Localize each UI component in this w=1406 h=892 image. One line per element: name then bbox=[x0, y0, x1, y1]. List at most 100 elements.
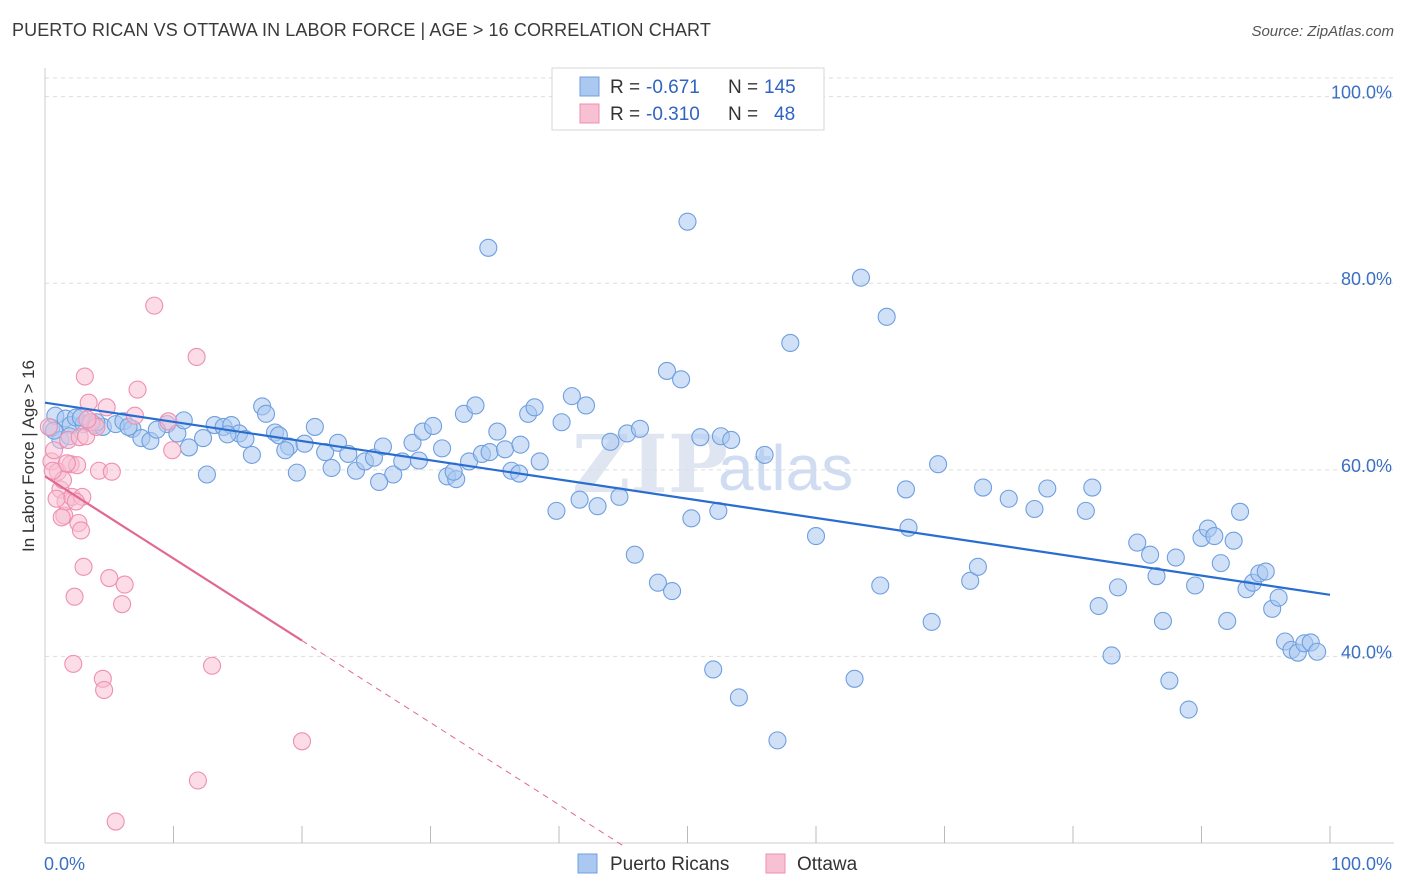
data-point-puerto-ricans bbox=[530, 452, 549, 471]
data-point-ottawa bbox=[163, 441, 182, 460]
data-point-puerto-ricans bbox=[678, 212, 697, 231]
data-point-ottawa bbox=[75, 367, 94, 386]
data-point-puerto-ricans bbox=[851, 268, 871, 287]
bottom-legend-puerto-ricans: Puerto Ricans bbox=[610, 854, 729, 875]
data-point-ottawa bbox=[106, 812, 125, 831]
data-point-puerto-ricans bbox=[999, 489, 1018, 508]
data-point-puerto-ricans bbox=[806, 527, 826, 546]
data-point-ottawa bbox=[145, 296, 164, 315]
data-point-puerto-ricans bbox=[562, 387, 581, 406]
data-point-puerto-ricans bbox=[691, 428, 710, 447]
data-point-puerto-ricans bbox=[1141, 545, 1160, 564]
data-point-puerto-ricans bbox=[968, 557, 987, 576]
data-point-puerto-ricans bbox=[1076, 501, 1095, 520]
data-point-puerto-ricans bbox=[525, 398, 544, 417]
data-point-puerto-ricans bbox=[1308, 642, 1327, 661]
data-point-ottawa bbox=[43, 461, 62, 480]
data-point-puerto-ricans bbox=[729, 688, 748, 707]
legend-n-label-1: N = bbox=[728, 77, 758, 98]
data-point-puerto-ricans bbox=[1153, 611, 1172, 631]
data-point-ottawa bbox=[74, 557, 93, 576]
data-point-puerto-ricans bbox=[1025, 499, 1044, 519]
data-point-puerto-ricans bbox=[194, 429, 213, 448]
data-point-puerto-ricans bbox=[1231, 502, 1250, 521]
legend-r-label-2: R = bbox=[610, 104, 640, 125]
y-tick-label: 100.0% bbox=[1331, 83, 1392, 103]
trend-line-puerto-ricans bbox=[44, 401, 1331, 596]
data-point-puerto-ricans bbox=[547, 501, 566, 520]
data-point-puerto-ricans bbox=[1205, 527, 1224, 546]
data-point-puerto-ricans bbox=[588, 497, 607, 516]
data-point-puerto-ricans bbox=[1089, 596, 1108, 616]
legend-swatch-blue bbox=[579, 76, 600, 97]
data-point-puerto-ricans bbox=[479, 238, 498, 257]
data-point-puerto-ricans bbox=[755, 445, 774, 464]
data-point-ottawa bbox=[203, 656, 222, 675]
data-point-puerto-ricans bbox=[877, 307, 896, 326]
y-tick-label: 60.0% bbox=[1341, 456, 1392, 476]
data-point-puerto-ricans bbox=[373, 437, 393, 456]
data-point-puerto-ricans bbox=[1218, 611, 1237, 631]
legend: R = -0.671 N = 145 R = -0.310 N = 48 bbox=[551, 67, 825, 131]
data-point-puerto-ricans bbox=[1083, 478, 1102, 497]
data-point-ottawa bbox=[292, 732, 312, 751]
legend-n-value-1: 145 bbox=[764, 77, 796, 98]
trend-line-ottawa bbox=[44, 475, 303, 642]
data-point-puerto-ricans bbox=[1038, 479, 1057, 498]
trend-lines bbox=[44, 401, 1331, 847]
data-point-ottawa bbox=[57, 454, 76, 473]
data-point-ottawa bbox=[187, 347, 206, 366]
data-point-ottawa bbox=[39, 417, 58, 436]
data-point-puerto-ricans bbox=[929, 455, 948, 474]
data-point-puerto-ricans bbox=[630, 419, 650, 438]
data-point-puerto-ricans bbox=[896, 480, 916, 499]
data-point-puerto-ricans bbox=[242, 445, 261, 464]
data-point-ottawa bbox=[113, 595, 132, 614]
legend-swatch-pink bbox=[579, 103, 600, 124]
data-point-puerto-ricans bbox=[1211, 554, 1230, 573]
data-point-puerto-ricans bbox=[1147, 567, 1166, 586]
data-point-puerto-ricans bbox=[648, 573, 667, 592]
data-point-puerto-ricans bbox=[672, 370, 691, 389]
data-point-ottawa bbox=[52, 508, 71, 527]
data-point-puerto-ricans bbox=[424, 416, 443, 436]
data-point-puerto-ricans bbox=[305, 417, 324, 436]
data-point-puerto-ricans bbox=[1166, 548, 1185, 567]
data-point-puerto-ricans bbox=[657, 361, 676, 380]
data-point-puerto-ricans bbox=[403, 433, 422, 452]
data-point-puerto-ricans bbox=[576, 396, 596, 415]
data-point-puerto-ricans bbox=[682, 509, 701, 528]
data-point-puerto-ricans bbox=[625, 545, 644, 564]
data-point-ottawa bbox=[44, 441, 64, 460]
data-point-puerto-ricans bbox=[322, 458, 341, 478]
data-point-ottawa bbox=[188, 771, 207, 790]
data-point-puerto-ricans bbox=[871, 576, 890, 595]
data-point-puerto-ricans bbox=[236, 429, 255, 449]
x-tick-label: 100.0% bbox=[1331, 854, 1392, 874]
series-ottawa bbox=[39, 296, 312, 831]
data-point-puerto-ricans bbox=[1186, 576, 1205, 595]
data-point-puerto-ricans bbox=[973, 478, 993, 497]
chart-title: PUERTO RICAN VS OTTAWA IN LABOR FORCE | … bbox=[12, 20, 711, 40]
data-point-puerto-ricans bbox=[495, 440, 515, 459]
data-point-puerto-ricans bbox=[552, 413, 571, 432]
data-point-puerto-ricans bbox=[704, 660, 723, 679]
legend-n-value-2: 48 bbox=[774, 104, 795, 125]
data-point-puerto-ricans bbox=[197, 465, 216, 484]
data-point-puerto-ricans bbox=[256, 404, 276, 423]
data-point-puerto-ricans bbox=[488, 422, 507, 441]
data-point-ottawa bbox=[71, 521, 91, 540]
tick-labels: 40.0% 60.0% 80.0% 100.0% 0.0% 100.0% bbox=[44, 83, 1392, 874]
bottom-legend-ottawa: Ottawa bbox=[797, 854, 858, 875]
data-point-puerto-ricans bbox=[1269, 588, 1288, 607]
data-point-puerto-ricans bbox=[1102, 646, 1121, 665]
data-point-puerto-ricans bbox=[781, 333, 800, 353]
data-point-puerto-ricans bbox=[768, 731, 787, 750]
data-point-puerto-ricans bbox=[433, 439, 452, 458]
bottom-legend-swatch-blue bbox=[577, 853, 598, 874]
legend-r-value-2: -0.310 bbox=[646, 104, 700, 125]
data-point-puerto-ricans bbox=[1128, 533, 1147, 552]
data-point-puerto-ricans bbox=[1179, 700, 1198, 719]
data-point-puerto-ricans bbox=[276, 441, 295, 460]
